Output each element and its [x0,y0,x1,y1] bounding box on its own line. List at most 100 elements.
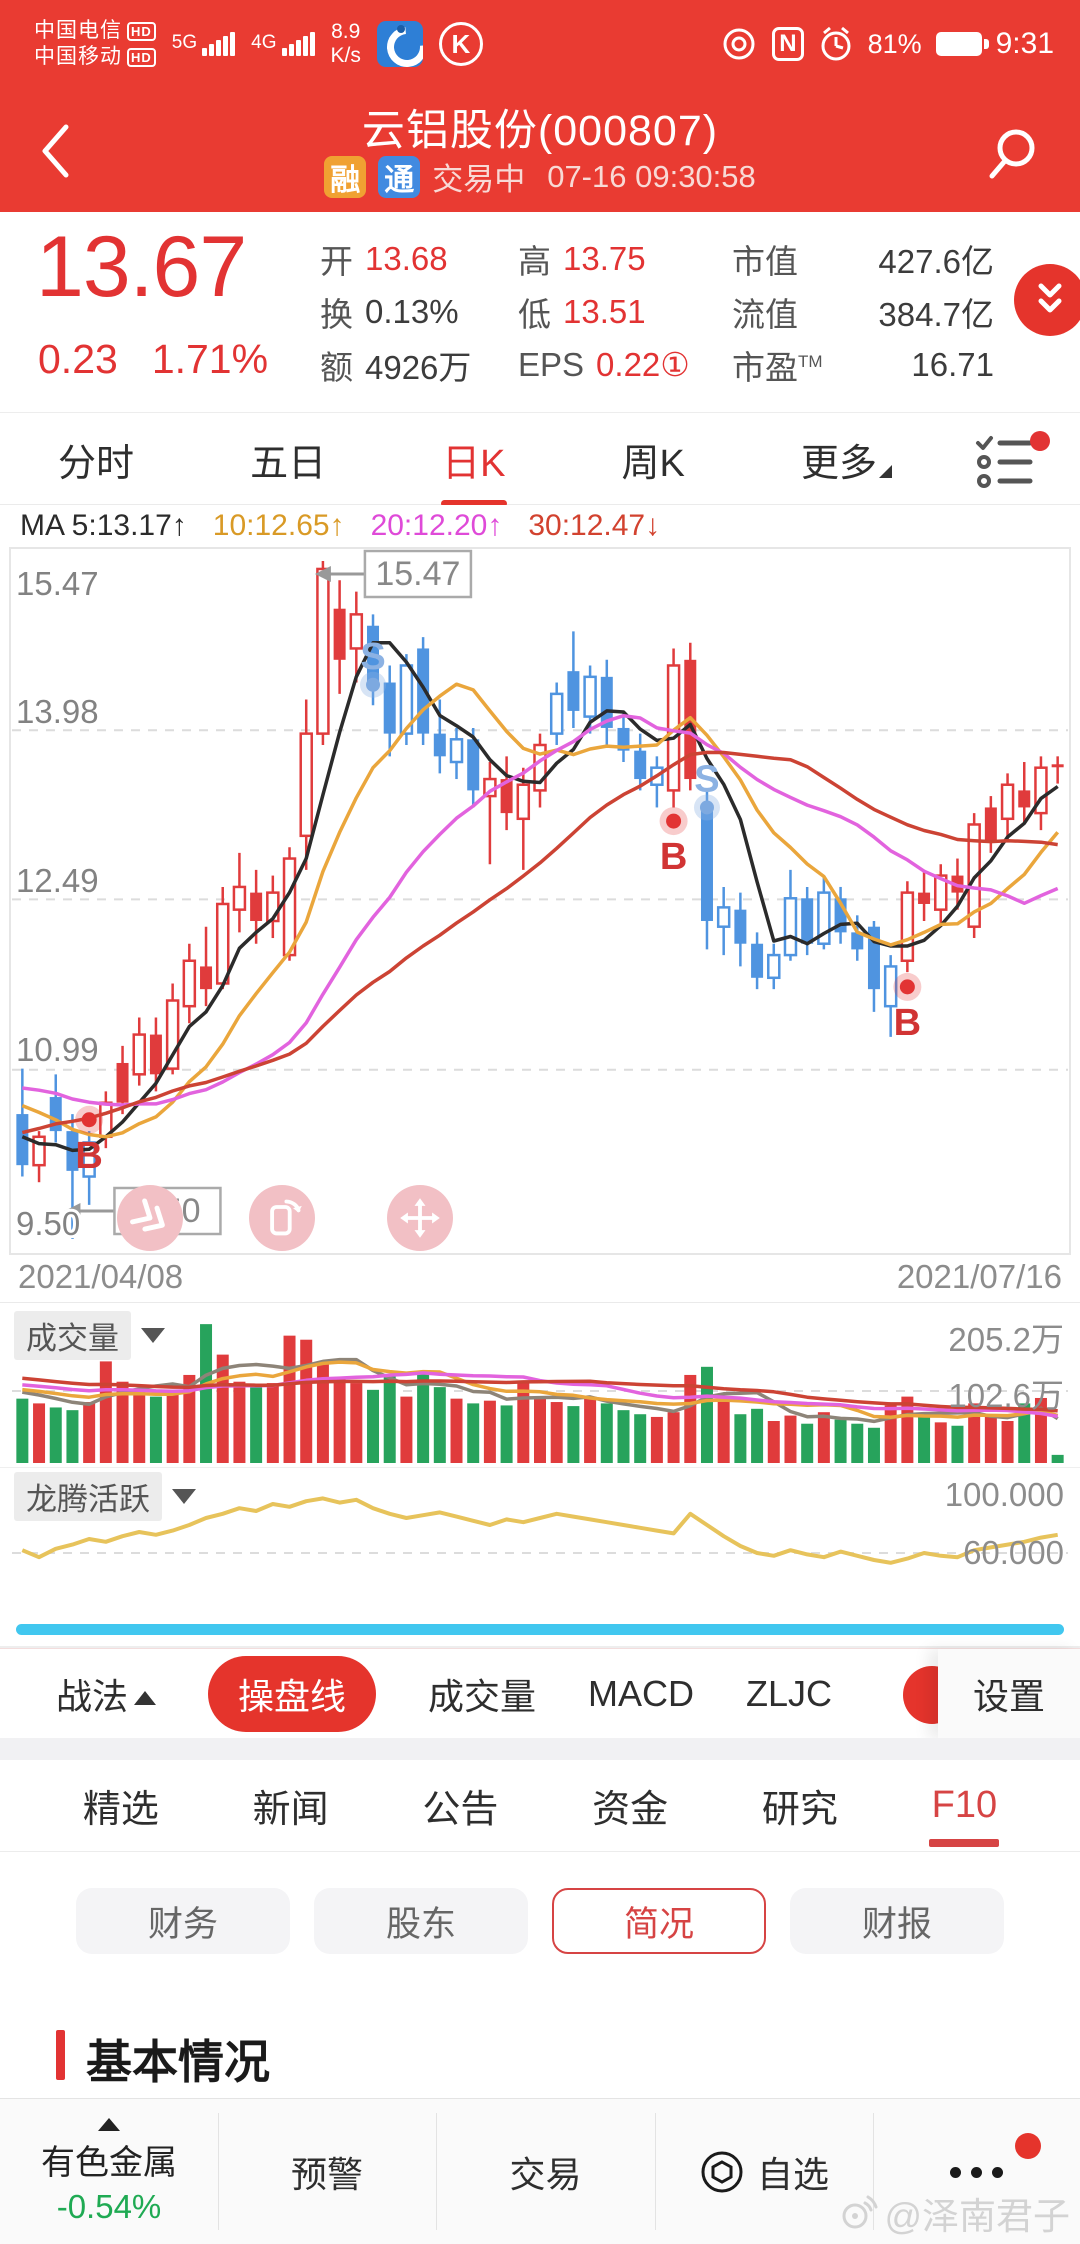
carrier-labels: 中国电信 HD 中国移动 HD [34,18,156,70]
tab-xinwen[interactable]: 新闻 [252,1789,329,1831]
tab-wuri[interactable]: 五日 [250,442,327,485]
connect-badge: 通 [378,155,421,198]
volume-pane[interactable]: 成交量 205.2万 102.6万 [0,1302,1080,1469]
fast-forward-icon [130,1198,165,1232]
volume-mid-label: 102.6万 [948,1377,1064,1414]
longteng-pane[interactable]: 龙腾活跃 100.000 60.000 [0,1468,1080,1648]
indicator-bar: 战法 操盘线 成交量 MACD ZLJC 设置 [0,1648,1080,1739]
expand-quote-button[interactable] [1014,264,1080,336]
ma30-legend: 30:12.47↓ [528,509,661,542]
settings-button[interactable]: 设置 [938,1649,1080,1739]
trade-button[interactable]: 交易 [509,2154,582,2195]
stat-high: 高 13.75 [518,239,646,280]
content-nav-tabs: 精选 新闻 公告 资金 研究 F10 [0,1760,1080,1852]
fast-forward-button[interactable] [117,1185,183,1251]
k-app-icon: K [438,22,483,66]
tab-rik[interactable]: 日K [438,414,509,507]
signal-bars-5g: 5G [172,32,236,56]
tab-jingxuan[interactable]: 精选 [82,1789,159,1831]
section-title: 基本情况 [86,2036,270,2088]
pan-chart-button[interactable] [387,1185,453,1251]
tab-fenshi[interactable]: 分时 [58,442,135,485]
chart-scrollbar[interactable] [16,1624,1064,1635]
subtab-jiankuang[interactable]: 简况 [552,1888,766,1954]
indicator-volume[interactable]: 成交量 [428,1676,537,1717]
subtab-caiwu[interactable]: 财务 [76,1888,290,1954]
dropdown-triangle-icon [141,1328,165,1343]
section-marker-bar [56,2030,65,2080]
longteng-selector[interactable]: 龙腾活跃 [14,1472,196,1521]
stat-turnover: 换 0.13% [320,292,459,333]
margin-badge: 融 [324,155,367,198]
page-title: 云铝股份(000807) [361,107,719,155]
tab-zhouk[interactable]: 周K [621,442,685,485]
watchlist-icon [701,2151,743,2193]
clock-time: 9:31 [995,27,1054,60]
alert-button[interactable]: 预警 [290,2154,363,2195]
ma10-legend: 10:12.65↑ [212,509,345,542]
watermark: @泽南君子 [838,2186,1070,2240]
dropdown-triangle-icon [172,1489,196,1504]
svg-text:13.98: 13.98 [16,693,99,730]
trading-status: 交易中 [432,162,526,197]
more-button[interactable] [873,2099,1080,2244]
sector-change: -0.54% [56,2188,162,2225]
indicator-zljc[interactable]: ZLJC [746,1673,833,1714]
tab-zijin[interactable]: 资金 [592,1789,669,1831]
search-icon[interactable] [984,126,1040,182]
bottom-toolbar: 有色金属 -0.54% 预警 交易 自选 [0,2098,1080,2244]
battery-percent: 81% [867,28,922,59]
quote-stats-grid: 开 13.68 高 13.75 市值 427.6亿 换 0.13% 低 13.51 流值 3… [320,232,994,391]
quote-panel: 13.67 0.23 1.71% 开 13.68 高 13.75 市值 427.6亿 换… [0,212,1080,413]
chart-period-tabs: 分时 五日 日K 周K 更多 [0,413,1080,507]
svg-text:12.49: 12.49 [16,862,99,899]
status-bar: 中国电信 HD 中国移动 HD 5G 4G 8.9 K/s K N [0,0,1080,88]
subtab-caibao[interactable]: 财报 [790,1888,1004,1954]
svg-text:B: B [75,1135,102,1177]
indicator-caopanxian[interactable]: 操盘线 [208,1656,377,1732]
subtab-gudong[interactable]: 股东 [314,1888,528,1954]
more-dots-icon [950,2132,1041,2178]
longteng-max-label: 100.000 [944,1476,1064,1513]
hd-badge: HD [127,21,156,41]
section-basic-info: 基本情况 [0,1990,1080,2098]
triangle-up-icon [134,1691,157,1705]
tab-yanjiu[interactable]: 研究 [761,1789,838,1831]
tab-gonggao[interactable]: 公告 [422,1789,499,1831]
stat-low: 低 13.51 [518,292,646,333]
svg-text:S: S [360,636,385,678]
double-chevron-down-icon [1038,283,1062,313]
ma20-legend: 20:12.20↑ [370,509,503,542]
stat-amount: 额 4926万 [320,348,472,386]
svg-text:15.47: 15.47 [375,555,460,593]
stat-pe: 市盈TM 16.71 [732,345,994,386]
notification-dot [1030,431,1050,451]
weibo-icon [842,2195,878,2229]
tab-f10[interactable]: F10 [929,1764,1000,1847]
volume-max-label: 205.2万 [948,1321,1064,1358]
svg-text:S: S [694,758,719,800]
indicator-macd[interactable]: MACD [588,1673,695,1714]
volume-selector[interactable]: 成交量 [14,1311,165,1360]
svg-text:10.99: 10.99 [16,1031,99,1068]
svg-text:9.50: 9.50 [16,1205,80,1242]
browser-app-icon [376,21,423,67]
ma-legend: MA 5:13.17↑ 10:12.65↑ 20:12.20↑ 30:12.47… [0,505,1080,547]
strategy-menu[interactable]: 战法 [56,1668,157,1720]
back-icon[interactable] [38,122,72,180]
longteng-mid-label: 60.000 [963,1534,1064,1571]
watchlist-button[interactable]: 自选 [655,2099,873,2244]
f10-subtabs: 财务 股东 简况 财报 [0,1852,1080,1990]
stat-marketcap: 市值 427.6亿 [732,242,994,280]
triangle-up-icon [98,2118,120,2131]
hd-badge: HD [127,47,156,67]
stat-floatcap: 流值 384.7亿 [732,295,994,333]
network-speed: 8.9 K/s [330,20,361,67]
tab-more[interactable]: 更多 [797,414,896,505]
rotate-screen-button[interactable] [249,1185,315,1251]
sector-button[interactable]: 有色金属 -0.54% [0,2099,218,2244]
alarm-icon [821,26,851,61]
indicator-list-icon[interactable] [972,431,1050,491]
